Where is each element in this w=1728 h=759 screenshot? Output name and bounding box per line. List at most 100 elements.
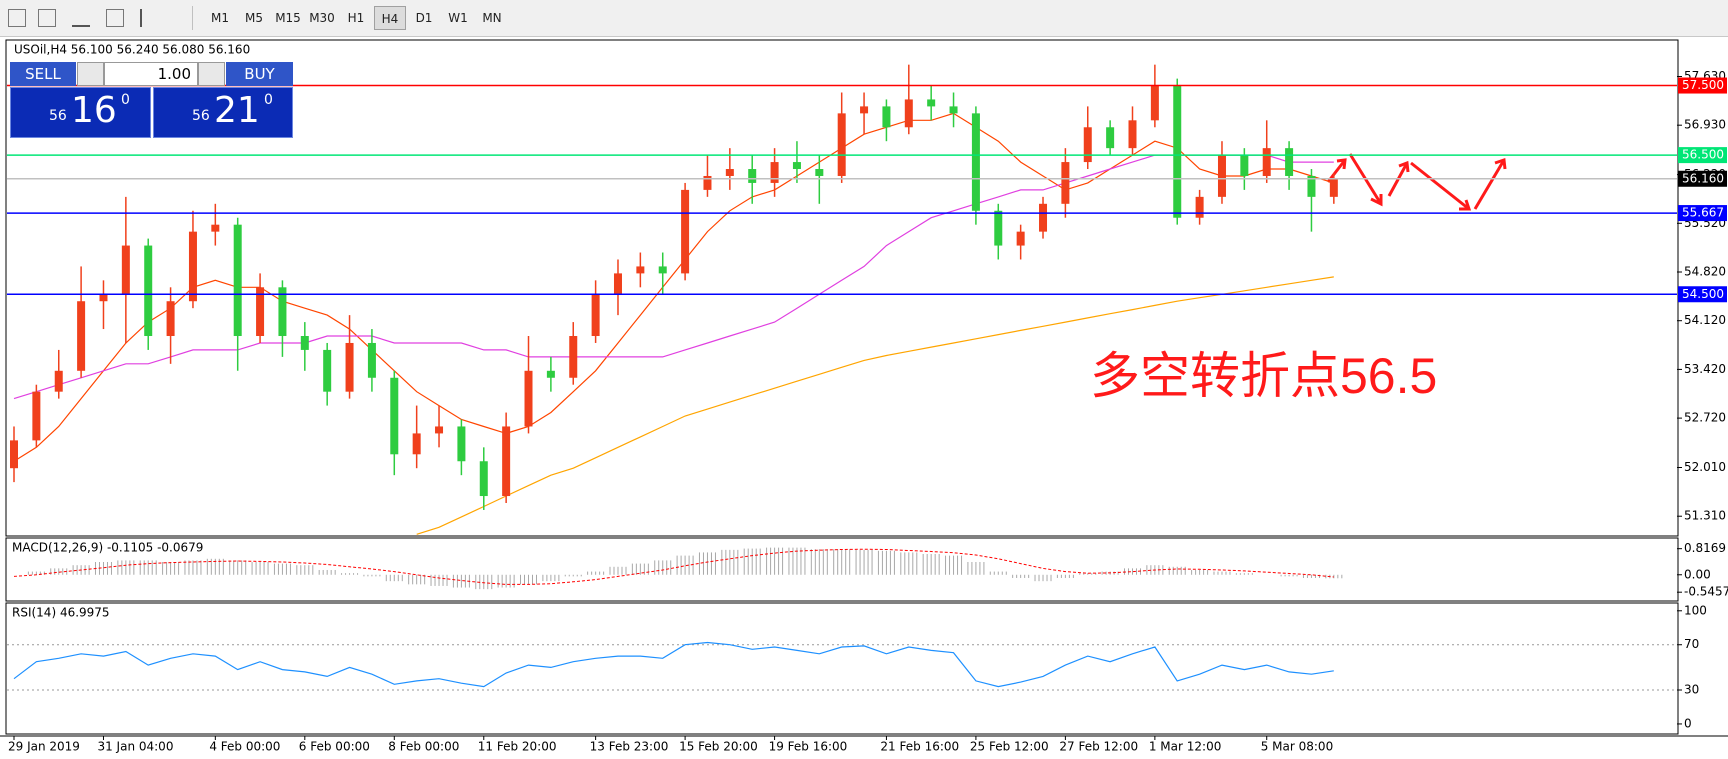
x-tick-label: 1 Mar 12:00 [1149, 740, 1222, 754]
level-label-bg [1678, 77, 1727, 94]
level-label: 57.500 [1682, 78, 1724, 92]
lot-up[interactable] [198, 62, 225, 86]
x-tick-label: 31 Jan 04:00 [97, 740, 173, 754]
candle-body [815, 169, 824, 176]
price-big: 56 [49, 108, 67, 124]
x-tick-label: 5 Mar 08:00 [1261, 740, 1334, 754]
candle-body [367, 342, 376, 378]
y-tick-label: 30 [1684, 683, 1699, 697]
y-tick-label: 52.720 [1684, 411, 1726, 425]
candle-body [1016, 231, 1025, 246]
rsi-line [13, 641, 1334, 688]
candle-body [1039, 203, 1048, 232]
level-label-bg [1678, 170, 1727, 187]
y-tick-label: -0.5457 [1684, 585, 1728, 599]
y-tick-label: 51.310 [1684, 509, 1726, 523]
timeframe-button[interactable]: D1 [415, 11, 433, 25]
candle-body [300, 336, 309, 350]
candle-body [1307, 175, 1316, 197]
buy-button[interactable]: BUY [226, 62, 293, 86]
candle-body [882, 106, 891, 128]
x-tick-label: 8 Feb 00:00 [388, 740, 459, 754]
candle-body [904, 99, 913, 128]
y-tick-label: 54.120 [1684, 313, 1726, 327]
candle-body [703, 175, 712, 190]
candle-body [927, 99, 936, 107]
timeframe-button[interactable]: M5 [245, 11, 263, 25]
candle-body [211, 224, 220, 232]
x-tick-label: 21 Feb 16:00 [880, 740, 959, 754]
candle-body [390, 377, 399, 455]
buy-price[interactable]: 56 21 0 [153, 87, 293, 138]
candle-body [1329, 178, 1338, 197]
annotation: 多空转折点56.5 [1090, 348, 1437, 404]
candle-body [99, 294, 108, 302]
x-tick-label: 13 Feb 23:00 [590, 740, 669, 754]
candle-body [1150, 85, 1159, 121]
price-big: 56 [192, 108, 210, 124]
candle-body [144, 245, 153, 337]
candle-body [725, 169, 734, 176]
x-tick-label: 15 Feb 20:00 [679, 740, 758, 754]
macd-signal [13, 548, 1334, 585]
x-tick-label: 6 Feb 00:00 [299, 740, 370, 754]
macd-title: MACD(12,26,9) -0.1105 -0.0679 [12, 541, 203, 555]
x-tick-label: 27 Feb 12:00 [1059, 740, 1138, 754]
candle-body [10, 440, 18, 469]
x-tick-label: 4 Feb 00:00 [209, 740, 280, 754]
x-tick-label: 11 Feb 20:00 [478, 740, 557, 754]
candle-body [770, 162, 779, 183]
timeframe-button[interactable]: MN [482, 11, 502, 25]
candle-body [1061, 162, 1070, 204]
macd-panel [5, 537, 1679, 602]
candle-body [591, 294, 600, 337]
timeframe-button[interactable]: M30 [309, 11, 335, 25]
x-tick-label: 25 Feb 12:00 [970, 740, 1049, 754]
lot-down[interactable] [77, 62, 104, 86]
candle-body [256, 287, 265, 337]
tool-icon[interactable] [72, 9, 90, 27]
x-tick-label: 29 Jan 2019 [8, 740, 80, 754]
candle-body [412, 433, 421, 455]
tool-icon[interactable] [140, 9, 158, 27]
candle-body [636, 266, 645, 274]
level-label: 56.500 [1682, 148, 1724, 162]
candle-body [1106, 127, 1115, 149]
timeframe-button[interactable]: M1 [211, 11, 229, 25]
price-main: 21 [214, 90, 260, 131]
candle-body [54, 370, 63, 392]
candle-body [278, 287, 287, 337]
candle-body [860, 106, 869, 114]
timeframe-button[interactable]: H4 [374, 6, 406, 30]
sell-button[interactable]: SELL [10, 62, 76, 86]
timeframe-button[interactable]: W1 [448, 11, 468, 25]
candle-body [658, 266, 667, 274]
level-label: 56.160 [1682, 171, 1724, 185]
candle-body [435, 426, 444, 434]
candle-body [546, 370, 555, 378]
y-tick-label: 54.820 [1684, 264, 1726, 278]
timeframe-button[interactable]: H1 [347, 11, 365, 25]
level-label: 55.667 [1682, 206, 1724, 220]
candle-body [837, 113, 846, 176]
sell-price[interactable]: 56 16 0 [10, 87, 151, 138]
tool-icon[interactable] [106, 9, 124, 27]
y-tick-label: 0.8169 [1684, 541, 1726, 555]
y-tick-label: 70 [1684, 637, 1699, 651]
candle-body [971, 113, 980, 211]
timeframe-button[interactable]: M15 [275, 11, 301, 25]
tool-icon[interactable] [8, 9, 26, 27]
candle-body [1285, 148, 1294, 176]
candle-body [233, 224, 242, 337]
candle-body [479, 461, 488, 497]
candle-body [323, 349, 332, 392]
lot-input[interactable]: 1.00 [104, 62, 198, 86]
candle-body [121, 245, 130, 295]
moving-average [13, 154, 1334, 400]
moving-average [13, 112, 1334, 462]
candle-body [1195, 196, 1204, 218]
y-tick-label: 100 [1684, 603, 1707, 617]
candle-body [949, 106, 958, 114]
tool-icon[interactable] [38, 9, 56, 27]
